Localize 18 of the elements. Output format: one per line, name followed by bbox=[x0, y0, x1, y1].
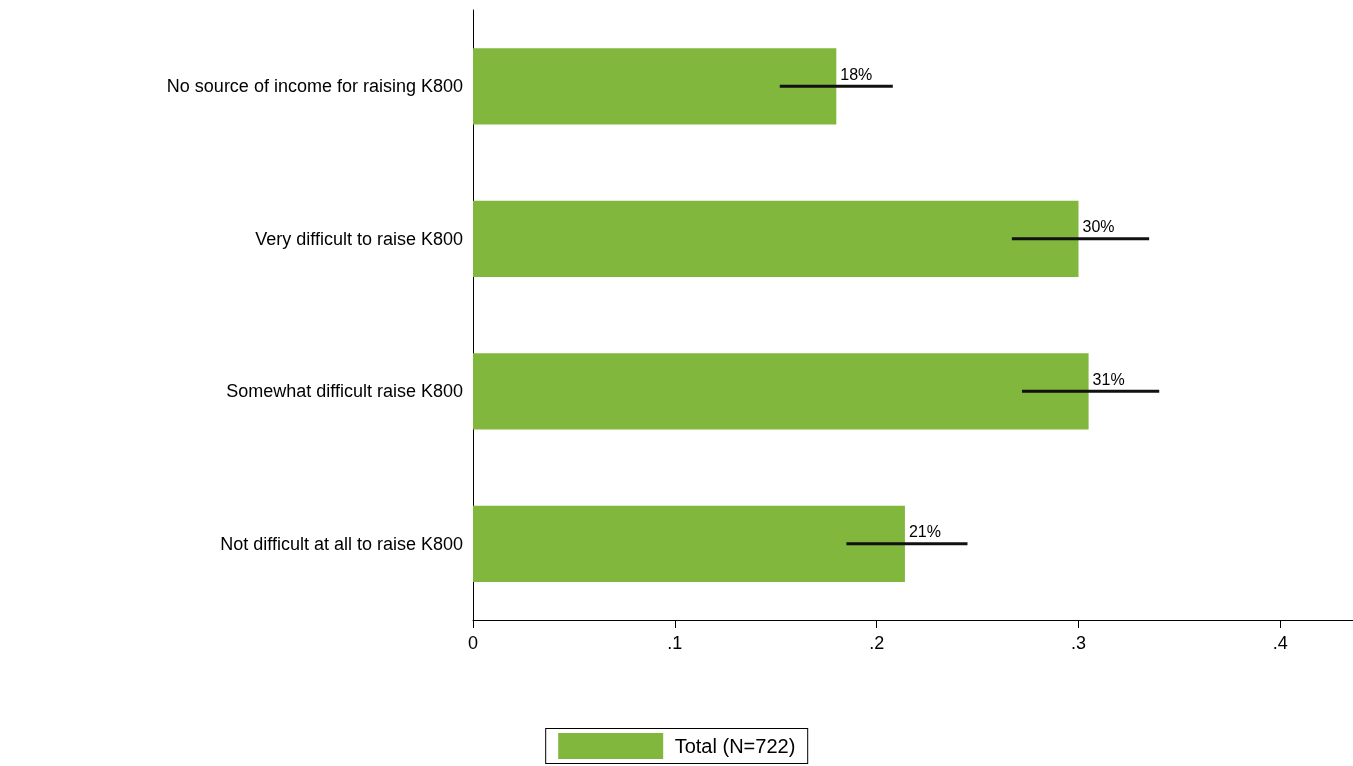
text: Total (N=722) bbox=[674, 734, 796, 758]
data-label: 21% bbox=[908, 523, 941, 541]
bar bbox=[473, 200, 1079, 277]
x-tick-label: .4 bbox=[1272, 633, 1288, 653]
x-tick-label: .2 bbox=[869, 633, 885, 653]
x-tick-label: 0 bbox=[467, 633, 479, 653]
data-label: 31% bbox=[1092, 370, 1125, 388]
x-tick-label: .1 bbox=[667, 633, 683, 653]
y-tick-label: Not difficult at all to raise K800 bbox=[220, 533, 463, 554]
x-tick-label: .3 bbox=[1071, 633, 1087, 653]
data-label: 18% bbox=[840, 65, 873, 83]
bar bbox=[473, 48, 837, 125]
data-label: 30% bbox=[1082, 218, 1115, 236]
y-tick-label: No source of income for raising K800 bbox=[166, 76, 463, 97]
y-tick-label: Somewhat difficult raise K800 bbox=[226, 381, 463, 402]
bar bbox=[473, 353, 1089, 430]
bar bbox=[473, 505, 905, 582]
y-tick-label: Very difficult to raise K800 bbox=[255, 228, 463, 249]
